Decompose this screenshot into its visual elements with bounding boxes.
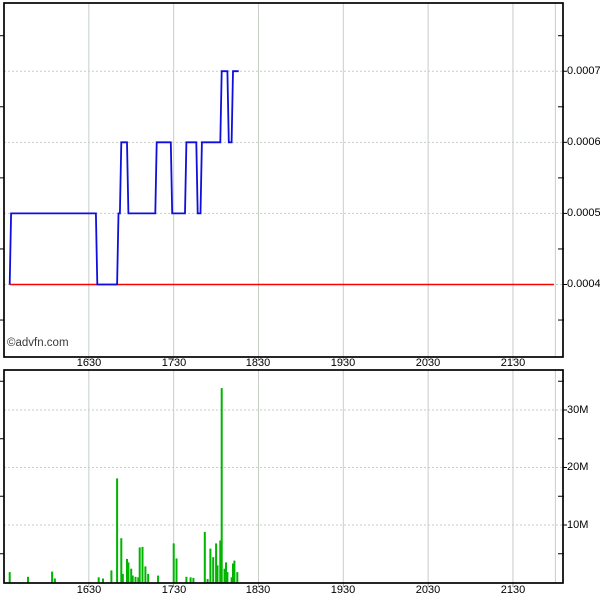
time-axis-label: 1630 [76, 584, 102, 596]
time-axis-label: 1930 [330, 357, 356, 369]
time-axis-label: 2130 [500, 357, 526, 369]
time-axis-label: 2030 [415, 357, 441, 369]
time-axis-label: 1730 [161, 584, 187, 596]
time-axis-label: 1830 [245, 357, 271, 369]
time-axis-label: 1930 [330, 584, 356, 596]
time-axis-label: 2030 [415, 584, 441, 596]
time-axis-label: 1630 [76, 357, 102, 369]
price-axis-label: 0.0006 [567, 136, 600, 148]
time-axis-label: 1830 [245, 584, 271, 596]
price-axis-label: 0.0005 [567, 207, 600, 219]
volume-axis-label: 30M [567, 404, 589, 416]
time-axis-label: 1730 [161, 357, 187, 369]
price-axis-label: 0.0007 [567, 65, 600, 77]
time-axis-label: 2130 [500, 584, 526, 596]
volume-axis-label: 10M [567, 519, 589, 531]
advfn-watermark: ©advfn.com [7, 337, 69, 349]
volume-axis-label: 20M [567, 461, 589, 473]
price-axis-label: 0.0004 [567, 278, 600, 290]
